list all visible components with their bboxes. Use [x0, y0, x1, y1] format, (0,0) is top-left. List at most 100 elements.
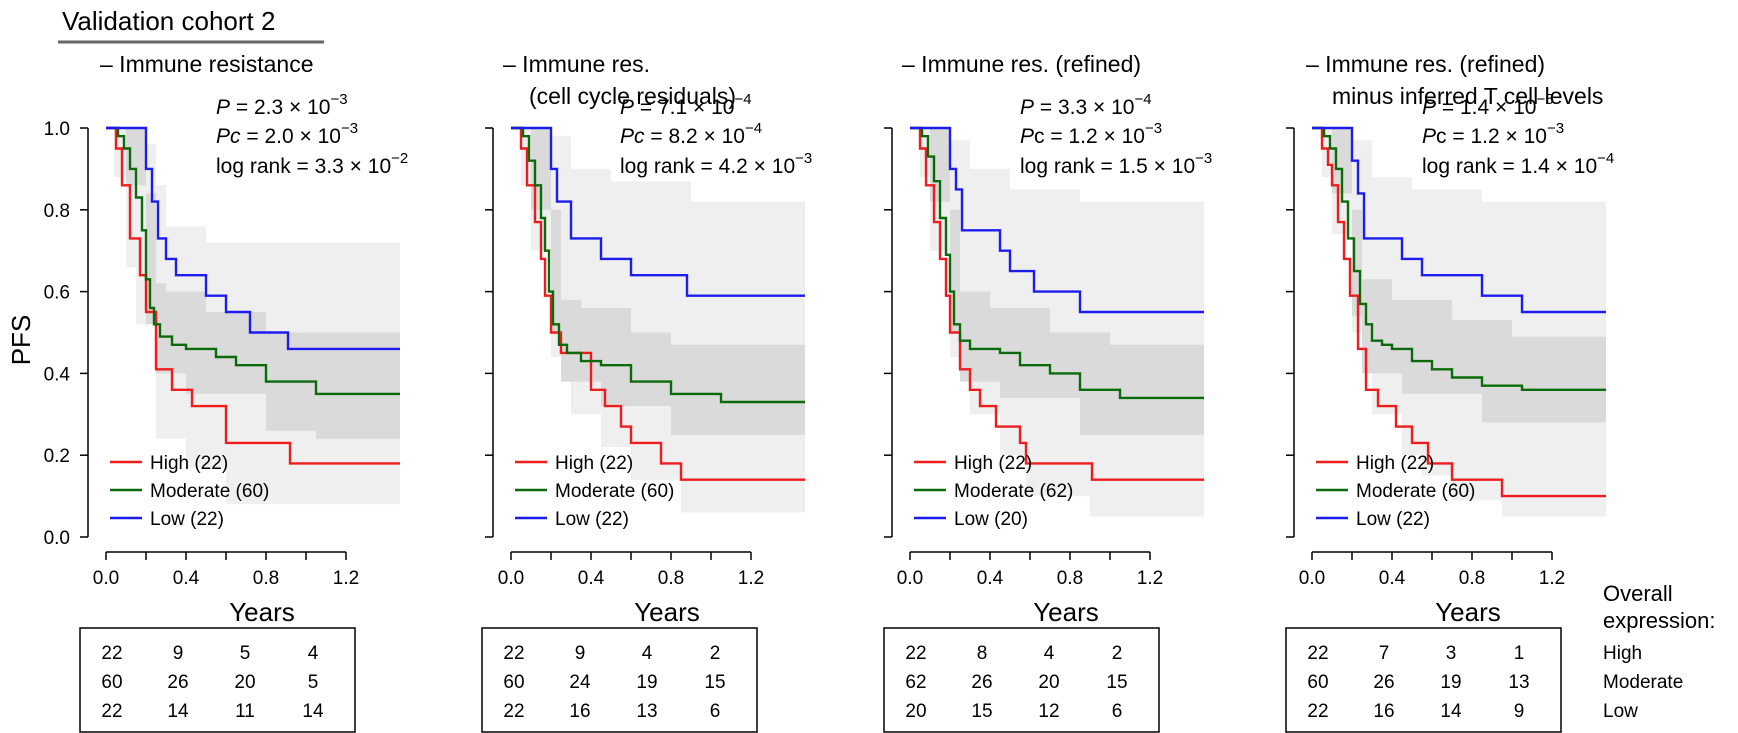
stat-logrank: log rank = 1.5 × 10−3	[1020, 150, 1212, 178]
risk-table-cell: 2	[710, 643, 721, 664]
km-curve-high	[106, 126, 400, 465]
y-tick-label: 0.6	[44, 283, 70, 304]
ci-band-inner	[1312, 128, 1606, 431]
x-tick-label: 1.2	[1137, 568, 1163, 589]
km-curve-low	[910, 126, 1204, 314]
risk-table-cell: 15	[1106, 672, 1127, 693]
stat-pc-value: Pc = 1.2 × 10−3	[1020, 120, 1162, 148]
ci-band-inner	[106, 128, 400, 439]
panel-title: – Immune resistance	[100, 51, 313, 77]
x-axis-label: Years	[1435, 597, 1501, 627]
risk-table-cell: 13	[636, 701, 657, 722]
risk-row-label-moderate: Moderate	[1603, 672, 1683, 693]
km-curve-high	[1312, 126, 1606, 498]
km-panel-1: 0.0 0.2 0.4 0.6 0.8 1.0 0.0 0.4 0.8 1.2 Years – Imm…	[44, 51, 408, 733]
y-tick-label: 0.0	[44, 528, 70, 549]
ci-band-inner	[511, 128, 805, 447]
legend-label-high: High (22)	[1356, 453, 1434, 474]
risk-table-box	[79, 627, 356, 733]
x-tick-label: 0.0	[897, 568, 923, 589]
risk-table-cell: 20	[234, 672, 255, 693]
x-tick-label: 0.4	[977, 568, 1004, 589]
legend-label-low: Low (20)	[954, 509, 1028, 530]
x-tick-label: 1.2	[738, 568, 764, 589]
x-tick-label: 0.8	[1057, 568, 1083, 589]
stat-pc-value: Pc = 8.2 × 10−4	[620, 120, 762, 148]
km-curve-moderate	[511, 126, 805, 404]
x-tick-label: 0.0	[1299, 568, 1325, 589]
risk-table-cell: 19	[1440, 672, 1461, 693]
x-tick-label: 0.4	[173, 568, 200, 589]
risk-table-cell: 5	[308, 672, 319, 693]
risk-table-cell: 14	[302, 701, 324, 722]
x-tick-label: 1.2	[1539, 568, 1565, 589]
risk-table-cell: 15	[704, 672, 725, 693]
legend-label-high: High (22)	[555, 453, 633, 474]
risk-table-cell: 22	[1307, 643, 1328, 664]
risk-table-cell: 22	[1307, 701, 1328, 722]
risk-table-cell: 62	[905, 672, 926, 693]
panel-subtitle: minus inferred T cell levels	[1332, 83, 1603, 109]
risk-table-cell: 9	[575, 643, 586, 664]
risk-table-cell: 4	[642, 643, 653, 664]
y-tick-label: 0.4	[44, 364, 71, 385]
km-panel-4: 0.0 0.4 0.8 1.2 Years – Immune res. (refined)…	[1285, 51, 1614, 733]
risk-table-cell: 26	[167, 672, 188, 693]
x-tick-label: 0.8	[253, 568, 279, 589]
risk-table-cell: 22	[101, 643, 122, 664]
legend-label-moderate: Moderate (60)	[1356, 481, 1475, 502]
x-tick-label: 0.8	[1459, 568, 1485, 589]
risk-table-cell: 4	[1044, 643, 1055, 664]
risk-table-cell: 22	[905, 643, 926, 664]
risk-table-cell: 60	[1307, 672, 1328, 693]
risk-table-cell: 13	[1508, 672, 1529, 693]
km-curve-low	[106, 126, 400, 351]
risk-table-cell: 20	[905, 701, 926, 722]
risk-table-cell: 6	[1112, 701, 1123, 722]
panel-title: – Immune res. (refined)	[1306, 51, 1545, 77]
stat-logrank: log rank = 3.3 × 10−2	[216, 150, 408, 178]
risk-table-cell: 12	[1038, 701, 1059, 722]
y-tick-label: 1.0	[44, 119, 70, 140]
risk-row-label-low: Low	[1603, 701, 1638, 722]
x-tick-label: 0.0	[498, 568, 524, 589]
stat-pc-value: Pc = 1.2 × 10−3	[1422, 120, 1564, 148]
risk-table-cell: 20	[1038, 672, 1059, 693]
risk-table-cell: 8	[977, 643, 988, 664]
risk-table-cell: 14	[1440, 701, 1462, 722]
cohort-title: Validation cohort 2	[62, 6, 275, 36]
ci-band-inner	[910, 128, 1204, 443]
x-tick-label: 0.8	[658, 568, 684, 589]
risk-table-cell: 60	[101, 672, 122, 693]
legend-label-moderate: Moderate (60)	[150, 481, 269, 502]
risk-table-cell: 6	[710, 701, 721, 722]
risk-table-cell: 15	[971, 701, 992, 722]
stat-logrank: log rank = 1.4 × 10−4	[1422, 150, 1614, 178]
x-tick-label: 0.4	[578, 568, 605, 589]
km-curve-moderate	[910, 126, 1204, 400]
x-axis-label: Years	[634, 597, 700, 627]
stat-p-value: P = 1.4 × 10−5	[1422, 91, 1554, 119]
km-curve-moderate	[1312, 126, 1606, 391]
risk-table-cell: 26	[971, 672, 992, 693]
legend-label-moderate: Moderate (60)	[555, 481, 674, 502]
x-tick-label: 1.2	[333, 568, 359, 589]
x-axis-label: Years	[229, 597, 295, 627]
risk-table-cell: 9	[1514, 701, 1525, 722]
legend-label-low: Low (22)	[555, 509, 629, 530]
risk-table-cell: 60	[503, 672, 524, 693]
legend-label-moderate: Moderate (62)	[954, 481, 1073, 502]
risk-table-cell: 22	[101, 701, 122, 722]
stat-p-value: P = 7.1 × 10−4	[620, 91, 752, 119]
risk-row-label-high: High	[1603, 643, 1642, 664]
risk-table-cell: 7	[1379, 643, 1390, 664]
legend-label-low: Low (22)	[150, 509, 224, 530]
km-curve-low	[511, 126, 805, 297]
risk-table-cell: 1	[1514, 643, 1525, 664]
x-tick-label: 0.4	[1379, 568, 1406, 589]
risk-table-cell: 16	[569, 701, 590, 722]
y-axis-label: PFS	[6, 315, 36, 366]
legend-label-high: High (22)	[954, 453, 1032, 474]
risk-table-cell: 19	[636, 672, 657, 693]
risk-table-box	[883, 627, 1160, 733]
